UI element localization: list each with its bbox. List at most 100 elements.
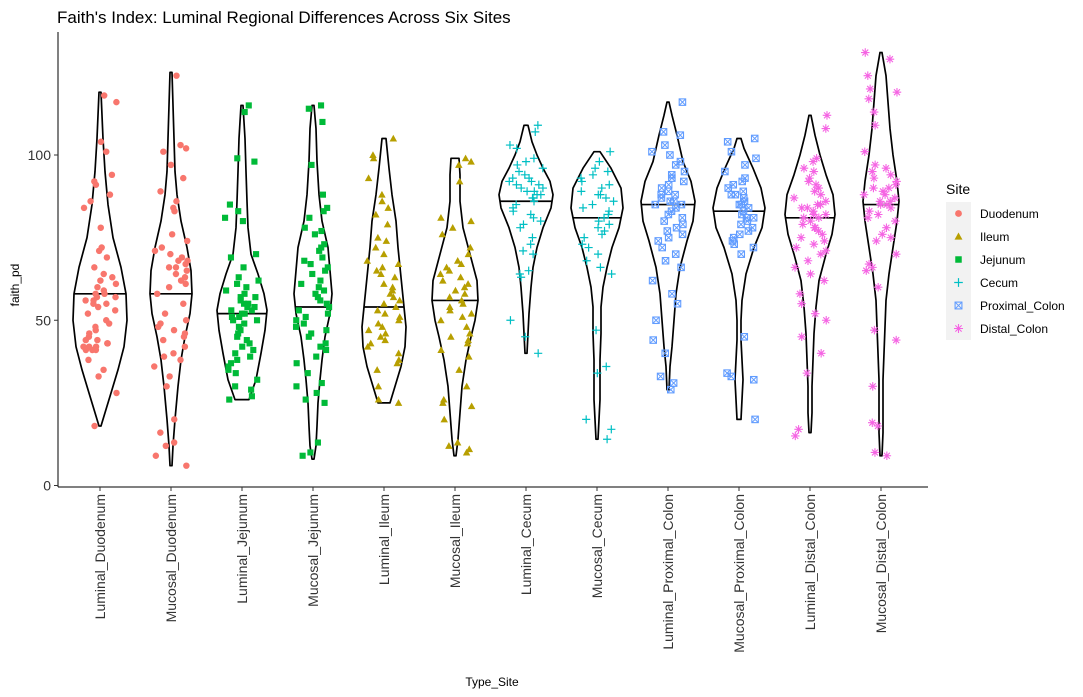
data-point [380,250,388,258]
data-point [314,439,321,446]
violin-mucosal-ileum [431,154,479,457]
data-point [100,270,107,278]
data-point [101,290,108,298]
data-point [505,141,515,150]
data-point [170,439,178,446]
data-point [321,399,328,406]
data-point [821,210,831,219]
data-point [321,241,328,248]
legend-label: Cecum [980,276,1018,290]
data-point [816,190,826,199]
data-point [806,269,815,279]
data-point [821,246,831,256]
data-point [821,124,831,133]
data-point [822,111,832,120]
data-point [459,299,467,307]
data-point [955,256,962,263]
x-tick-label: Luminal_Cecum [518,494,534,595]
data-point [318,227,325,235]
data-point [157,188,164,195]
x-tick-label: Mucosal_Duodenum [163,494,179,622]
data-point [307,449,314,456]
data-point [538,164,547,173]
violin-mucosal-jejunum [292,102,333,460]
data-point [437,214,445,221]
data-point [313,389,320,397]
legend-label: Duodenum [980,207,1039,221]
data-point [234,333,241,340]
data-point [374,319,383,327]
data-point [462,382,471,390]
data-point [521,157,531,166]
data-point [324,204,331,211]
jitter-points [151,72,191,469]
data-point [384,204,392,211]
data-point [167,161,175,169]
data-point [376,333,385,340]
data-point [880,190,890,199]
data-point [659,128,668,136]
data-point [151,363,158,370]
violin-luminal-cecum [498,121,554,358]
data-point [603,435,612,444]
data-point [223,287,230,294]
data-point [151,247,159,255]
data-point [821,316,831,325]
data-point [605,180,614,189]
data-point [364,174,373,182]
data-point [814,226,823,236]
data-point [317,343,324,350]
data-point [464,336,472,344]
data-point [730,240,738,249]
data-point [657,184,666,192]
data-point [243,337,250,344]
data-point [467,402,476,410]
data-point [168,231,176,238]
data-point [373,366,381,373]
data-point [94,336,101,344]
data-point [248,393,255,400]
data-point [324,264,331,271]
data-point [253,251,260,258]
data-point [727,147,736,156]
data-point [165,283,173,291]
data-point [597,230,607,239]
data-point [171,207,178,215]
data-point [437,346,445,353]
data-point [183,237,191,245]
data-point [891,249,901,259]
data-point [173,72,180,79]
data-point [104,340,111,347]
data-point [954,324,963,333]
data-point [672,223,681,232]
data-point [884,183,894,193]
data-point [445,442,453,449]
y-axis-title: faith_pd [8,264,22,307]
data-point [723,138,732,146]
legend-label: Ileum [980,230,1009,244]
data-point [241,108,248,116]
data-point [749,243,758,252]
data-point [607,269,616,279]
data-point [534,180,543,189]
data-point [90,300,97,307]
data-point [162,442,170,450]
data-point [593,250,603,259]
data-point [860,147,869,156]
data-point [455,161,463,168]
data-point [520,170,529,179]
data-point [885,197,895,206]
data-point [302,313,309,321]
data-point [821,197,831,206]
data-point [517,183,526,193]
data-point [875,197,885,206]
data-point [105,320,113,327]
data-point [235,208,242,215]
data-point [182,145,190,152]
data-point [292,323,300,330]
data-point [234,280,241,287]
data-point [170,326,178,334]
data-point [872,236,881,246]
data-point [235,323,242,330]
data-point [364,326,373,334]
